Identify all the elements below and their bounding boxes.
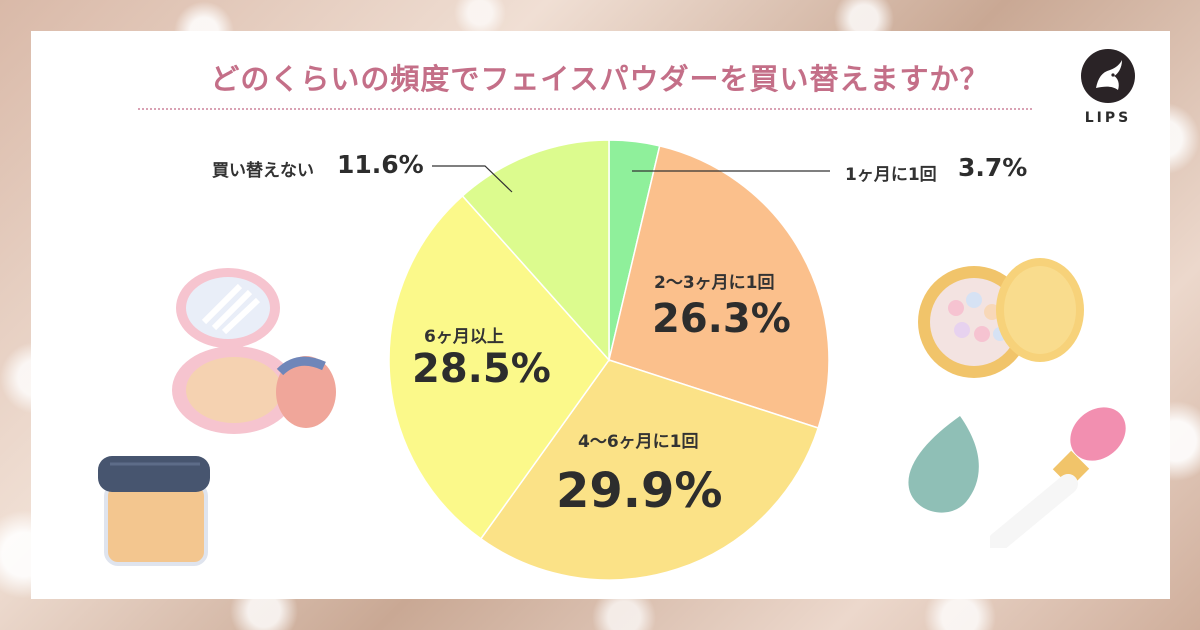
pressed-powder-icon (918, 258, 1084, 378)
slice-label-6months-plus: 6ヶ月以上 (424, 327, 504, 347)
slice-label-2-3months: 2〜3ヶ月に1回 (654, 273, 775, 293)
chart-title: どのくらいの頻度でフェイスパウダーを買い替えますか？ (210, 62, 990, 96)
slice-value-6months-plus: 28.5% (412, 346, 551, 392)
makeup-brush-icon (990, 407, 1126, 548)
title-divider (138, 108, 1032, 110)
slice-value-2-3months: 26.3% (652, 296, 791, 342)
compact-powder-icon (172, 268, 336, 434)
pie-slice-6months-plus (388, 194, 610, 540)
slice-value-1month: 3.7% (958, 153, 1028, 182)
leader-line-no-replace (432, 165, 513, 193)
slice-label-no-replace: 買い替えない (212, 161, 314, 181)
pie-slice-no-replace (461, 139, 610, 362)
slice-value-4-6months: 29.9% (556, 463, 723, 519)
pie-slice-4-6months (479, 359, 820, 581)
slice-label-4-6months: 4〜6ヶ月に1回 (578, 432, 699, 452)
pie-slice-2-3months (608, 145, 830, 429)
lips-logo-icon (1081, 49, 1135, 103)
makeup-sponge-icon (908, 416, 979, 513)
slice-value-no-replace: 11.6% (337, 150, 424, 179)
slice-label-1month: 1ヶ月に1回 (845, 165, 937, 185)
loose-powder-jar-icon (98, 456, 210, 566)
logo-text: LIPS (1084, 110, 1132, 126)
